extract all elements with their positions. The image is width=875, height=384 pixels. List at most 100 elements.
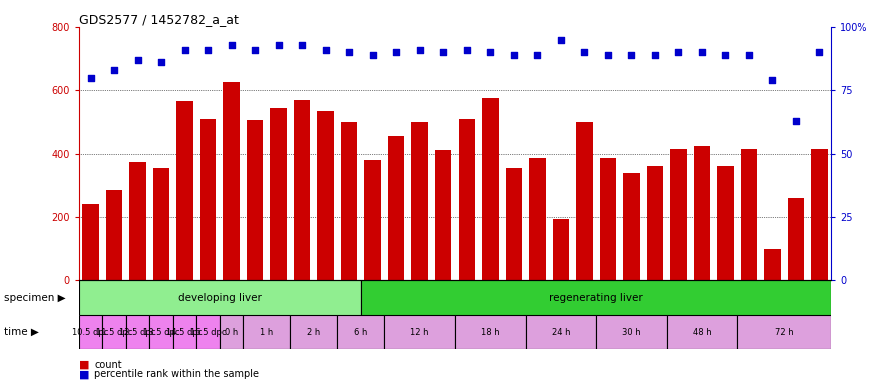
Point xyxy=(413,46,427,53)
Bar xyxy=(318,111,334,280)
Bar xyxy=(126,315,150,349)
Point xyxy=(648,52,662,58)
Point xyxy=(130,57,144,63)
Bar xyxy=(294,100,311,280)
Bar xyxy=(388,136,404,280)
Text: 48 h: 48 h xyxy=(693,328,711,337)
Text: GDS2577 / 1452782_a_at: GDS2577 / 1452782_a_at xyxy=(79,13,239,26)
Point xyxy=(695,49,709,55)
Bar xyxy=(79,280,361,315)
Bar xyxy=(455,315,526,349)
Point xyxy=(178,46,192,53)
Text: 1 h: 1 h xyxy=(260,328,274,337)
Point xyxy=(601,52,615,58)
Point xyxy=(83,74,97,81)
Text: 6 h: 6 h xyxy=(354,328,367,337)
Text: 30 h: 30 h xyxy=(622,328,640,337)
Bar xyxy=(243,315,290,349)
Text: percentile rank within the sample: percentile rank within the sample xyxy=(94,369,260,379)
Text: 0 h: 0 h xyxy=(225,328,238,337)
Bar xyxy=(173,315,196,349)
Point xyxy=(625,52,639,58)
Point xyxy=(483,49,497,55)
Bar xyxy=(102,315,126,349)
Bar xyxy=(694,146,710,280)
Bar xyxy=(623,173,640,280)
Bar xyxy=(223,82,240,280)
Bar xyxy=(365,160,381,280)
Text: ■: ■ xyxy=(79,360,89,370)
Point xyxy=(459,46,473,53)
Point xyxy=(295,41,309,48)
Text: regenerating liver: regenerating liver xyxy=(550,293,643,303)
Text: specimen ▶: specimen ▶ xyxy=(4,293,66,303)
Bar xyxy=(411,122,428,280)
Text: count: count xyxy=(94,360,123,370)
Bar xyxy=(670,149,687,280)
Text: 18 h: 18 h xyxy=(481,328,500,337)
Point xyxy=(225,41,239,48)
Bar xyxy=(811,149,828,280)
Point xyxy=(578,49,592,55)
Point xyxy=(507,52,521,58)
Point xyxy=(248,46,262,53)
Point xyxy=(107,67,121,73)
Bar xyxy=(79,315,102,349)
Bar xyxy=(247,120,263,280)
Bar xyxy=(200,119,216,280)
Point xyxy=(342,49,356,55)
Text: 16.5 dpc: 16.5 dpc xyxy=(190,328,227,337)
Bar xyxy=(106,190,123,280)
Bar xyxy=(361,280,831,315)
Point xyxy=(437,49,451,55)
Text: 72 h: 72 h xyxy=(775,328,794,337)
Bar xyxy=(177,101,192,280)
Bar xyxy=(596,315,667,349)
Bar xyxy=(196,315,220,349)
Text: 11.5 dpc: 11.5 dpc xyxy=(96,328,132,337)
Point xyxy=(789,118,803,124)
Point xyxy=(742,52,756,58)
Bar xyxy=(647,166,663,280)
Bar xyxy=(153,168,169,280)
Bar xyxy=(458,119,475,280)
Bar xyxy=(130,162,146,280)
Bar xyxy=(529,158,545,280)
Point xyxy=(671,49,685,55)
Bar xyxy=(788,198,804,280)
Bar xyxy=(270,108,287,280)
Bar xyxy=(553,218,569,280)
Bar xyxy=(764,249,780,280)
Point xyxy=(718,52,732,58)
Bar xyxy=(667,315,737,349)
Text: 2 h: 2 h xyxy=(307,328,320,337)
Point xyxy=(813,49,827,55)
Bar xyxy=(435,151,452,280)
Text: 12 h: 12 h xyxy=(410,328,429,337)
Text: 24 h: 24 h xyxy=(551,328,570,337)
Point xyxy=(530,52,544,58)
Point xyxy=(154,59,168,65)
Point xyxy=(201,46,215,53)
Bar xyxy=(341,122,357,280)
Text: 13.5 dpc: 13.5 dpc xyxy=(143,328,179,337)
Bar xyxy=(741,149,757,280)
Point xyxy=(271,41,285,48)
Bar xyxy=(526,315,596,349)
Point xyxy=(366,52,380,58)
Bar xyxy=(482,98,499,280)
Text: ■: ■ xyxy=(79,369,89,379)
Text: 14.5 dpc: 14.5 dpc xyxy=(166,328,203,337)
Bar xyxy=(599,158,616,280)
Point xyxy=(766,77,780,83)
Bar xyxy=(338,315,384,349)
Bar xyxy=(150,315,173,349)
Bar xyxy=(506,168,522,280)
Bar xyxy=(718,166,733,280)
Text: time ▶: time ▶ xyxy=(4,327,39,337)
Bar xyxy=(384,315,455,349)
Point xyxy=(389,49,403,55)
Point xyxy=(554,36,568,43)
Bar xyxy=(82,204,99,280)
Text: 12.5 dpc: 12.5 dpc xyxy=(119,328,156,337)
